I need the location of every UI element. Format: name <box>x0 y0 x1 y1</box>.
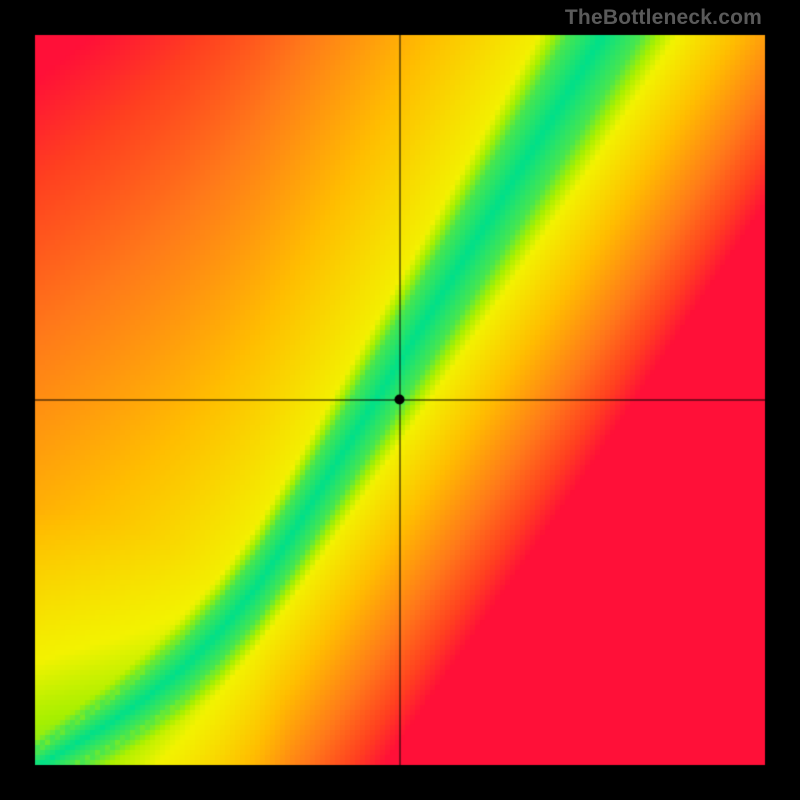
heatmap-canvas <box>0 0 800 800</box>
watermark-label: TheBottleneck.com <box>565 6 762 30</box>
chart-container: TheBottleneck.com <box>0 0 800 800</box>
